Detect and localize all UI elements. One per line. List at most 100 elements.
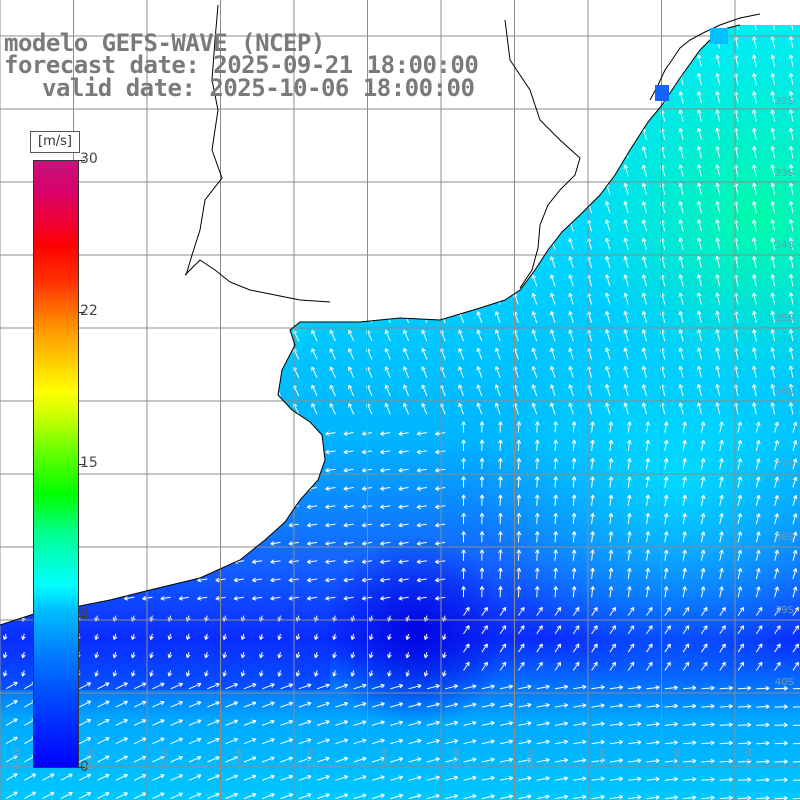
wind-arrow xyxy=(605,347,611,360)
wind-arrow xyxy=(416,504,427,510)
wind-arrow xyxy=(553,439,559,451)
wind-arrow xyxy=(380,577,391,583)
wind-arrow xyxy=(700,661,708,671)
wind-arrow xyxy=(536,625,543,635)
wind-arrow xyxy=(479,476,485,488)
wind-arrow xyxy=(663,476,669,488)
wind-arrow xyxy=(280,793,294,800)
wind-arrow xyxy=(774,722,788,728)
wind-arrow xyxy=(516,421,522,433)
wind-arrow xyxy=(774,421,779,433)
wind-arrow xyxy=(700,476,706,488)
wind-arrow xyxy=(641,201,647,214)
wind-arrow xyxy=(518,702,532,708)
wind-arrow xyxy=(311,329,318,342)
wind-arrow xyxy=(590,586,595,598)
wind-arrow xyxy=(416,467,427,473)
wind-arrow xyxy=(335,756,349,763)
wind-arrow xyxy=(408,702,422,708)
wind-arrow xyxy=(384,366,391,378)
wind-arrow xyxy=(243,719,257,726)
wind-arrow xyxy=(663,567,669,580)
wind-arrow xyxy=(458,366,464,378)
wind-arrow xyxy=(536,739,550,745)
wind-arrow xyxy=(479,586,485,598)
wind-arrow xyxy=(553,531,559,543)
wind-arrow xyxy=(335,793,349,800)
wind-arrow xyxy=(608,567,614,580)
wind-arrow xyxy=(774,494,779,506)
wind-arrow xyxy=(752,274,757,287)
wind-arrow xyxy=(461,586,466,598)
wind-arrow xyxy=(170,774,183,781)
wind-arrow xyxy=(516,531,522,543)
wind-arrow xyxy=(774,439,779,452)
wind-arrow xyxy=(115,773,128,781)
wind-arrow xyxy=(683,740,697,746)
wind-arrow xyxy=(770,310,776,323)
wind-arrow xyxy=(664,740,679,745)
wind-arrow xyxy=(384,347,391,360)
wind-arrow xyxy=(481,606,488,616)
wind-arrow xyxy=(678,347,684,360)
valid-date: valid date: 2025-10-06 18:00:00 xyxy=(42,74,475,102)
wind-arrow xyxy=(641,274,647,287)
wind-arrow xyxy=(204,633,209,640)
wind-arrow xyxy=(152,682,165,690)
wind-arrow xyxy=(170,701,183,708)
wind-arrow xyxy=(678,365,684,378)
wind-arrow xyxy=(240,633,246,640)
wind-arrow xyxy=(390,683,404,690)
wind-arrow xyxy=(387,652,392,659)
wind-arrow xyxy=(423,652,429,659)
wind-arrow xyxy=(494,366,501,378)
wind-arrow xyxy=(715,384,721,397)
wind-arrow xyxy=(225,737,239,745)
wind-arrow xyxy=(571,457,577,470)
wind-arrow xyxy=(788,219,794,232)
wind-arrow xyxy=(421,384,428,397)
wind-arrow xyxy=(733,25,739,31)
wind-arrow xyxy=(531,329,538,342)
wind-arrow xyxy=(774,586,779,598)
wind-arrow xyxy=(371,683,385,690)
wind-arrow xyxy=(350,652,356,659)
wind-arrow xyxy=(645,458,651,470)
wind-arrow xyxy=(682,439,687,451)
wind-arrow xyxy=(770,365,776,378)
wind-arrow xyxy=(325,449,336,455)
wind-arrow xyxy=(788,72,794,86)
wind-arrow xyxy=(152,774,165,781)
wind-arrow xyxy=(664,758,679,764)
wind-arrow xyxy=(353,720,367,726)
wind-arrow xyxy=(645,476,651,488)
wind-arrow xyxy=(476,311,483,323)
wind-arrow xyxy=(225,719,239,726)
wind-arrow xyxy=(498,494,503,506)
wind-arrow xyxy=(755,586,761,598)
wind-arrow xyxy=(167,633,173,640)
wind-arrow xyxy=(458,402,464,415)
wind-arrow xyxy=(398,522,409,528)
wind-arrow xyxy=(646,758,660,764)
wind-arrow xyxy=(262,719,275,726)
wind-arrow xyxy=(534,439,540,451)
wind-arrow xyxy=(682,606,690,616)
wind-arrow xyxy=(770,146,776,159)
wind-arrow xyxy=(641,402,647,415)
wind-arrow xyxy=(605,402,611,415)
wind-arrow xyxy=(405,633,411,640)
wind-arrow xyxy=(641,164,647,177)
wind-arrow xyxy=(343,577,354,583)
wind-arrow xyxy=(645,531,651,543)
wind-arrow xyxy=(605,329,611,342)
wind-arrow xyxy=(243,774,257,781)
wind-arrow xyxy=(416,559,427,565)
wind-arrow xyxy=(371,775,385,781)
wind-arrow xyxy=(445,684,459,690)
wind-arrow xyxy=(788,36,794,49)
wind-arrow xyxy=(416,595,427,601)
lon-label: 58W xyxy=(234,747,245,770)
wind-arrow xyxy=(641,329,647,342)
wind-arrow xyxy=(573,776,587,782)
